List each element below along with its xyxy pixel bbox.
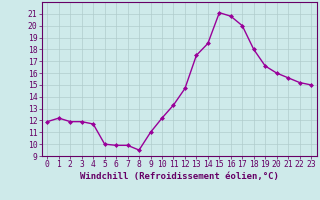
X-axis label: Windchill (Refroidissement éolien,°C): Windchill (Refroidissement éolien,°C) xyxy=(80,172,279,181)
